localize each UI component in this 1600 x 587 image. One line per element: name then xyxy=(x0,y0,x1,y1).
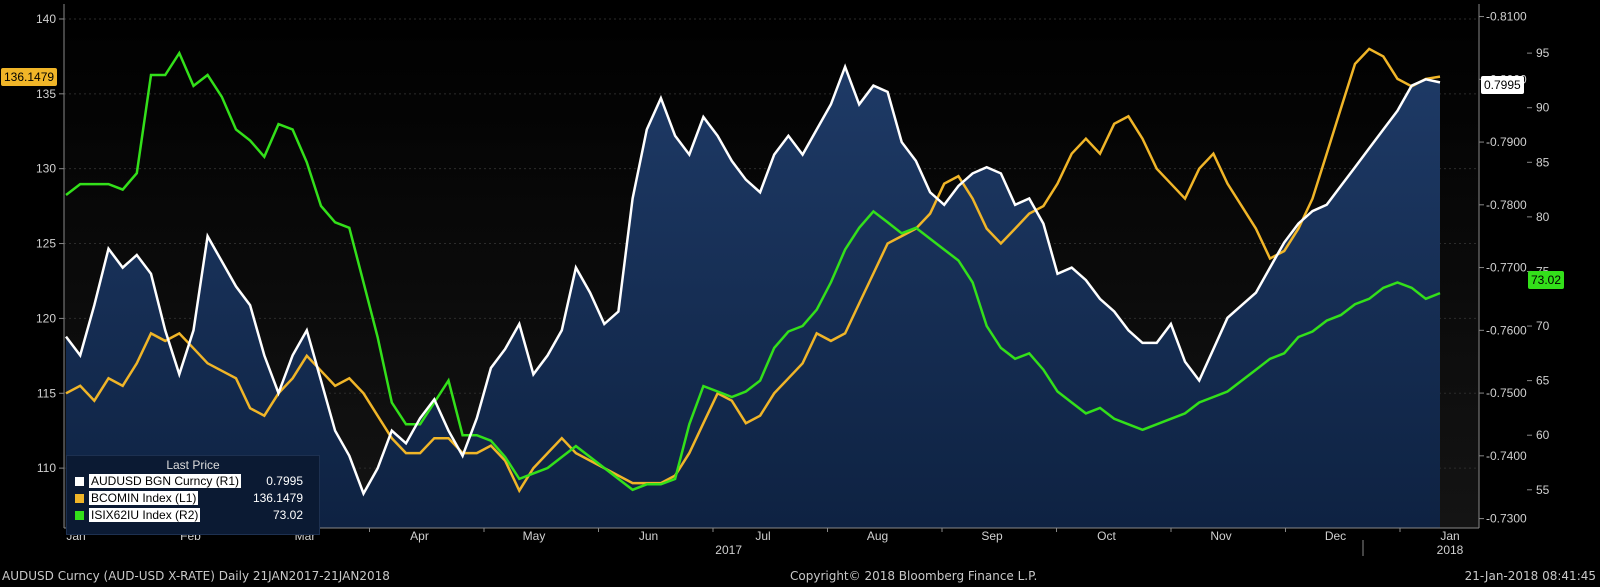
right1-tick-label: -0.7300 xyxy=(1486,512,1527,526)
right2-tick-label: 85 xyxy=(1536,155,1550,169)
right1-tick-label: -0.8100 xyxy=(1486,10,1527,24)
legend-row-bcomin: BCOMIN Index (L1) 136.1479 xyxy=(73,491,313,506)
left-tick-label: 120 xyxy=(36,311,56,325)
x-month-label: Aug xyxy=(867,529,888,543)
legend-swatch-bcomin xyxy=(75,494,84,503)
legend-value-isix62iu: 73.02 xyxy=(272,508,303,522)
legend-value-audusd: 0.7995 xyxy=(266,474,303,488)
left-tick-label: 110 xyxy=(37,461,56,475)
x-month-label: May xyxy=(523,529,546,543)
footer-timestamp: 21-Jan-2018 08:41:45 xyxy=(1464,569,1596,583)
x-month-label: Sep xyxy=(981,529,1003,543)
legend-row-audusd: AUDUSD BGN Curncy (R1) 0.7995 xyxy=(73,474,313,489)
right1-last-price-tag: 0.7995 xyxy=(1481,76,1524,94)
x-month-label: Oct xyxy=(1097,529,1116,543)
left-tick-label: 135 xyxy=(36,87,56,101)
left-last-price-tag: 136.1479 xyxy=(1,68,58,86)
bcomin-series-line xyxy=(65,47,1441,494)
footer-copyright: Copyright© 2018 Bloomberg Finance L.P. xyxy=(790,569,1038,583)
x-month-label: Apr xyxy=(410,529,429,543)
right2-tick-label: 65 xyxy=(1536,374,1550,388)
x-month-label: Dec xyxy=(1325,529,1346,543)
footer-security-info: AUDUSD Curncy (AUD-USD X-RATE) Daily 21J… xyxy=(2,569,390,583)
audusd-series-line xyxy=(65,63,1441,497)
legend: Last Price AUDUSD BGN Curncy (R1) 0.7995… xyxy=(66,455,320,535)
legend-header: Last Price xyxy=(166,458,220,472)
legend-row-isix62iu: ISIX62IU Index (R2) 73.02 xyxy=(73,508,313,523)
legend-swatch-audusd xyxy=(75,477,84,486)
x-month-label: Jun xyxy=(639,529,658,543)
legend-swatch-isix62iu xyxy=(75,511,84,520)
right2-last-price-tag: 73.02 xyxy=(1528,271,1565,289)
audusd-area-fill xyxy=(66,66,1440,529)
x-month-label: Nov xyxy=(1210,529,1231,543)
right1-tick-label: -0.7800 xyxy=(1486,198,1527,212)
right2-tick-label: 70 xyxy=(1536,319,1550,333)
legend-value-bcomin: 136.1479 xyxy=(252,491,303,505)
right2-tick-label: 60 xyxy=(1536,428,1550,442)
left-tick-label: 115 xyxy=(37,386,56,400)
right2-tick-label: 90 xyxy=(1536,101,1550,115)
left-tick-label: 130 xyxy=(36,162,56,176)
left-tick-label: 140 xyxy=(36,12,56,26)
isix62iu-series-line xyxy=(65,50,1441,492)
right1-tick-label: -0.7400 xyxy=(1486,449,1527,463)
right2-tick-label: 95 xyxy=(1536,46,1550,60)
legend-name-bcomin: BCOMIN Index (L1) xyxy=(89,491,199,505)
right1-tick-label: -0.7900 xyxy=(1486,135,1527,149)
x-month-label: Jan xyxy=(1440,529,1459,543)
right1-tick-label: -0.7700 xyxy=(1486,261,1527,275)
x-year-label: 2018 xyxy=(1437,543,1464,557)
right2-tick-label: 55 xyxy=(1536,483,1550,497)
x-month-label: Jul xyxy=(755,529,770,543)
legend-name-audusd: AUDUSD BGN Curncy (R1) xyxy=(89,474,242,488)
right1-tick-label: -0.7600 xyxy=(1486,323,1527,337)
right1-tick-label: -0.7500 xyxy=(1486,386,1527,400)
left-tick-label: 125 xyxy=(36,237,56,251)
right2-tick-label: 80 xyxy=(1536,210,1550,224)
footer-bar: AUDUSD Curncy (AUD-USD X-RATE) Daily 21J… xyxy=(0,566,1600,587)
legend-name-isix62iu: ISIX62IU Index (R2) xyxy=(89,508,201,522)
x-year-label: 2017 xyxy=(715,543,742,557)
